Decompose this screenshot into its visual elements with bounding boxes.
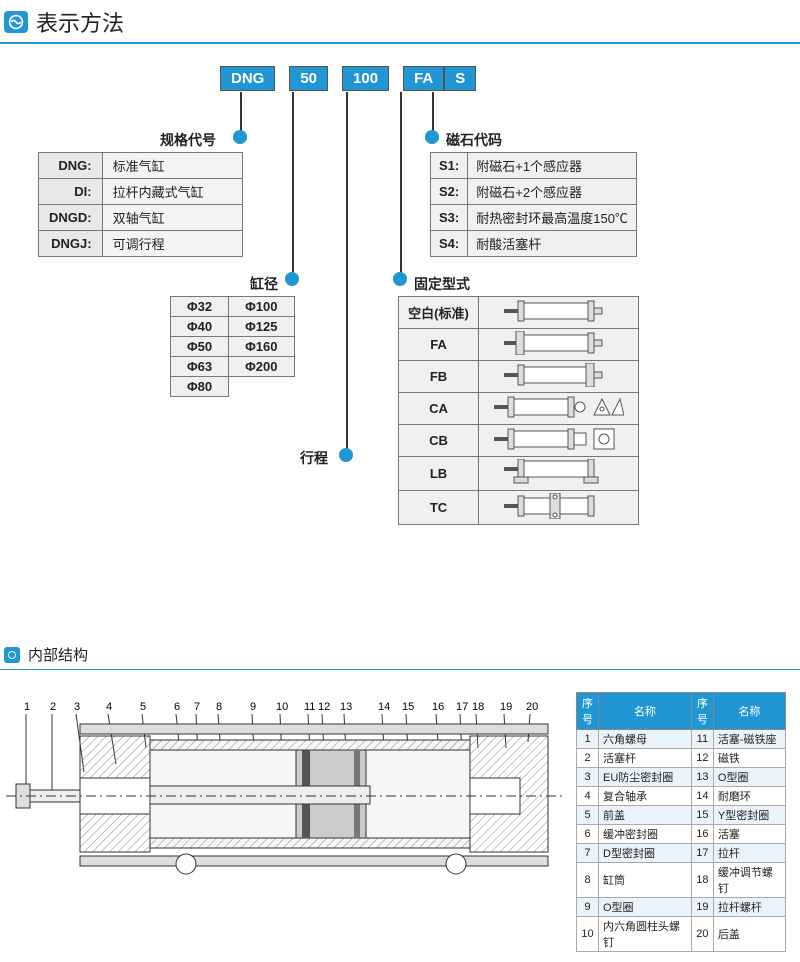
bore-title: 缸径 (250, 274, 278, 294)
svg-text:18: 18 (472, 701, 484, 713)
logo-icon (4, 11, 28, 33)
svg-text:12: 12 (318, 701, 330, 713)
mount-icon-ca (479, 393, 639, 425)
svg-text:10: 10 (276, 701, 288, 713)
mount-icon-tc (479, 491, 639, 525)
connector-line (432, 92, 434, 132)
mount-title: 固定型式 (414, 274, 470, 294)
section-header-internal: 内部结构 (0, 638, 800, 670)
svg-text:13: 13 (340, 701, 352, 713)
svg-text:7: 7 (194, 701, 200, 713)
mount-icon-blank (479, 297, 639, 329)
spec-title: 规格代号 (160, 130, 216, 150)
svg-text:20: 20 (526, 701, 538, 713)
code-mount: FA (403, 66, 444, 91)
connector-line (240, 92, 242, 132)
svg-text:5: 5 (140, 701, 146, 713)
svg-text:9: 9 (250, 701, 256, 713)
mount-icon-fa (479, 329, 639, 361)
mount-icon-cb (479, 425, 639, 457)
svg-text:15: 15 (402, 701, 414, 713)
section-title: 表示方法 (36, 6, 124, 38)
svg-text:17: 17 (456, 701, 468, 713)
mount-table: 空白(标准) FA FB CA CB LB TC (398, 296, 639, 525)
svg-text:4: 4 (106, 701, 112, 713)
connector-dot (285, 272, 299, 286)
svg-text:11: 11 (304, 701, 315, 713)
connector-dot (233, 130, 247, 144)
parts-list: 序号名称 序号名称 1六角螺母11活塞-磁铁座 2活塞杆12磁铁 3EU防尘密封… (576, 692, 786, 952)
svg-text:2: 2 (50, 701, 56, 713)
svg-text:19: 19 (500, 701, 512, 713)
mount-icon-lb (479, 457, 639, 491)
magnet-table: S1:附磁石+1个感应器 S2:附磁石+2个感应器 S3:耐热密封环最高温度15… (430, 152, 637, 257)
cutaway-drawing: 123 456 789 101112 131415 161718 1920 (6, 692, 566, 895)
mount-icon-fb (479, 361, 639, 393)
stroke-title: 行程 (300, 448, 328, 468)
svg-text:8: 8 (216, 701, 222, 713)
internal-structure: 123 456 789 101112 131415 161718 1920 (0, 684, 800, 962)
svg-text:6: 6 (174, 701, 180, 713)
code-boxes: DNG 50 100 FA S (220, 66, 476, 91)
connector-line (292, 92, 294, 274)
ordering-diagram: DNG 50 100 FA S 规格代号 DNG:标准气缸 DI:拉杆内藏式气缸… (0, 58, 800, 638)
svg-text:14: 14 (378, 701, 390, 713)
connector-line (400, 92, 402, 274)
connector-dot (425, 130, 439, 144)
section-title: 内部结构 (28, 644, 88, 665)
svg-text:3: 3 (74, 701, 80, 713)
spec-table: DNG:标准气缸 DI:拉杆内藏式气缸 DNGD:双轴气缸 DNGJ:可调行程 (38, 152, 243, 257)
svg-text:16: 16 (432, 701, 444, 713)
connector-dot (339, 448, 353, 462)
code-dng: DNG (220, 66, 275, 91)
bore-table: Φ32Φ100 Φ40Φ125 Φ50Φ160 Φ63Φ200 Φ80 (170, 296, 295, 397)
code-stroke: 100 (342, 66, 389, 91)
code-bore: 50 (289, 66, 328, 91)
connector-dot (393, 272, 407, 286)
parts-table: 序号名称 序号名称 1六角螺母11活塞-磁铁座 2活塞杆12磁铁 3EU防尘密封… (576, 692, 786, 952)
logo-icon (4, 647, 20, 663)
svg-text:1: 1 (24, 701, 30, 713)
connector-line (346, 92, 348, 450)
magnet-title: 磁石代码 (446, 130, 502, 150)
code-magnet: S (444, 66, 476, 91)
section-header-ordering: 表示方法 (0, 0, 800, 44)
